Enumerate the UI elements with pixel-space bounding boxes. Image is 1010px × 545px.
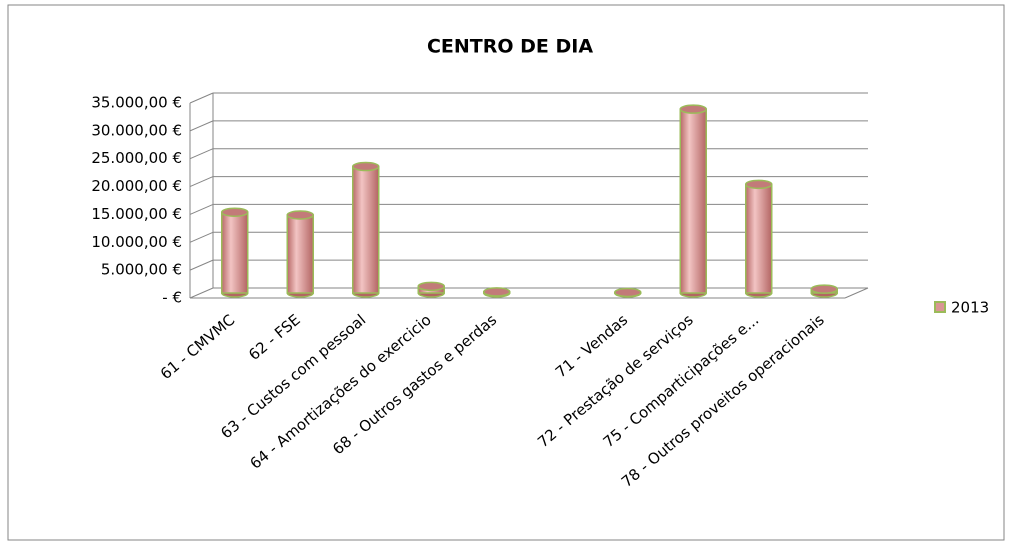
y-tick-label: 15.000,00 € [91,205,182,223]
grid-line [189,92,214,104]
grid-line [189,259,214,271]
bar-cap [221,207,249,217]
bar-cap [679,104,707,114]
bar-cap [483,287,511,297]
legend-label: 2013 [951,299,989,317]
bar-cap [352,161,380,172]
y-tick-label: 20.000,00 € [91,177,182,195]
bar-cap [810,284,838,294]
bar [352,165,380,294]
y-tick-label: 10.000,00 € [91,233,182,251]
bar [221,211,249,294]
chart-border [7,4,1005,541]
bar [286,214,314,294]
y-tick-label: 30.000,00 € [91,121,182,139]
grid-line [189,176,214,188]
y-tick-label: 5.000,00 € [101,261,182,279]
grid-line [189,120,214,132]
bar [679,108,707,294]
y-tick-label: - € [162,289,182,307]
axis-floor [844,287,869,299]
y-tick-label: 25.000,00 € [91,149,182,167]
bar-cap [745,179,773,190]
bar [745,183,773,294]
legend-swatch [934,301,946,313]
bar-cap [614,287,642,298]
grid-line [189,287,214,299]
grid-line [189,148,214,160]
grid-line [189,231,214,243]
chart-title: CENTRO DE DIA [427,36,593,58]
bar-cap [286,210,314,220]
y-tick-label: 35.000,00 € [91,94,182,112]
grid-line [189,203,214,215]
bar-cap [417,281,445,292]
